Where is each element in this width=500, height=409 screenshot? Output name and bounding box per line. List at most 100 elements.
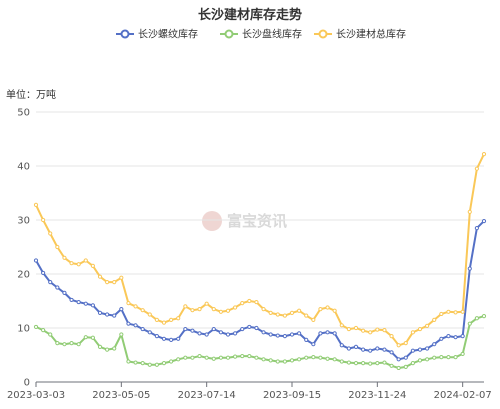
data-point[interactable]: [225, 332, 231, 337]
data-point[interactable]: [69, 297, 74, 303]
data-point[interactable]: [240, 301, 245, 306]
data-point[interactable]: [112, 313, 117, 318]
data-point[interactable]: [396, 357, 401, 362]
data-point[interactable]: [55, 244, 60, 250]
data-point[interactable]: [432, 355, 437, 360]
data-point[interactable]: [403, 341, 408, 346]
data-point[interactable]: [332, 331, 337, 336]
data-point[interactable]: [83, 258, 88, 263]
data-point[interactable]: [289, 358, 295, 363]
data-point[interactable]: [41, 328, 46, 333]
data-point[interactable]: [460, 351, 465, 357]
data-point[interactable]: [389, 334, 394, 339]
data-point[interactable]: [417, 347, 423, 352]
data-point[interactable]: [190, 355, 195, 360]
data-point[interactable]: [481, 152, 487, 157]
data-point[interactable]: [247, 298, 252, 304]
data-point[interactable]: [339, 323, 344, 328]
data-point[interactable]: [446, 334, 451, 339]
data-point[interactable]: [97, 344, 103, 349]
data-point[interactable]: [439, 336, 444, 341]
data-point[interactable]: [254, 355, 259, 360]
data-point[interactable]: [304, 355, 309, 360]
data-point[interactable]: [332, 308, 337, 313]
data-point[interactable]: [55, 341, 60, 346]
data-point[interactable]: [474, 226, 479, 231]
data-point[interactable]: [83, 301, 88, 306]
data-point[interactable]: [183, 355, 188, 360]
data-point[interactable]: [261, 330, 266, 335]
data-point[interactable]: [453, 355, 458, 360]
data-point[interactable]: [368, 348, 373, 353]
data-point[interactable]: [33, 258, 39, 263]
data-point[interactable]: [140, 361, 145, 366]
data-point[interactable]: [467, 209, 472, 214]
data-point[interactable]: [105, 280, 110, 285]
legend-item[interactable]: 长沙螺纹库存: [116, 28, 198, 41]
data-point[interactable]: [176, 316, 181, 321]
data-point[interactable]: [48, 280, 53, 285]
data-point[interactable]: [76, 299, 81, 305]
data-point[interactable]: [90, 303, 95, 308]
data-point[interactable]: [410, 348, 415, 353]
data-point[interactable]: [154, 317, 159, 322]
data-point[interactable]: [197, 331, 202, 336]
legend-item[interactable]: 长沙盘线库存: [220, 28, 302, 41]
data-point[interactable]: [439, 311, 444, 317]
data-point[interactable]: [204, 301, 209, 306]
data-point[interactable]: [467, 266, 472, 271]
data-point[interactable]: [268, 310, 273, 315]
data-point[interactable]: [275, 312, 280, 317]
data-point[interactable]: [382, 347, 387, 352]
data-point[interactable]: [197, 307, 202, 312]
data-point[interactable]: [33, 202, 39, 207]
data-point[interactable]: [233, 305, 238, 310]
data-point[interactable]: [382, 360, 387, 365]
data-point[interactable]: [467, 321, 472, 326]
data-point[interactable]: [439, 355, 444, 360]
data-point[interactable]: [225, 308, 231, 313]
data-point[interactable]: [105, 347, 110, 352]
data-point[interactable]: [297, 357, 302, 362]
data-point[interactable]: [375, 327, 380, 332]
data-point[interactable]: [97, 310, 103, 315]
data-point[interactable]: [382, 328, 387, 333]
data-point[interactable]: [311, 342, 316, 347]
data-point[interactable]: [90, 335, 95, 340]
data-point[interactable]: [112, 280, 117, 285]
data-point[interactable]: [375, 361, 380, 366]
data-point[interactable]: [375, 346, 380, 351]
data-point[interactable]: [76, 342, 81, 347]
data-point[interactable]: [211, 307, 216, 312]
data-point[interactable]: [417, 326, 423, 332]
data-point[interactable]: [176, 357, 181, 362]
data-point[interactable]: [268, 332, 273, 337]
data-point[interactable]: [353, 361, 359, 366]
data-point[interactable]: [161, 320, 167, 325]
data-point[interactable]: [339, 359, 344, 364]
data-point[interactable]: [133, 323, 138, 328]
data-point[interactable]: [432, 342, 437, 347]
data-point[interactable]: [154, 362, 159, 367]
data-point[interactable]: [240, 326, 245, 332]
data-point[interactable]: [62, 342, 67, 347]
data-point[interactable]: [204, 355, 209, 360]
data-point[interactable]: [396, 365, 401, 371]
data-point[interactable]: [410, 361, 415, 366]
data-point[interactable]: [211, 326, 216, 332]
data-point[interactable]: [325, 305, 330, 310]
data-point[interactable]: [268, 358, 273, 363]
data-point[interactable]: [446, 355, 451, 360]
data-point[interactable]: [126, 359, 131, 364]
data-point[interactable]: [332, 357, 337, 362]
data-point[interactable]: [119, 332, 124, 337]
data-point[interactable]: [126, 301, 131, 306]
data-point[interactable]: [183, 304, 188, 309]
data-point[interactable]: [126, 321, 131, 326]
data-point[interactable]: [247, 324, 252, 330]
data-point[interactable]: [311, 317, 316, 322]
data-point[interactable]: [325, 330, 330, 335]
data-point[interactable]: [147, 312, 152, 317]
data-point[interactable]: [453, 310, 458, 315]
data-point[interactable]: [197, 353, 202, 359]
